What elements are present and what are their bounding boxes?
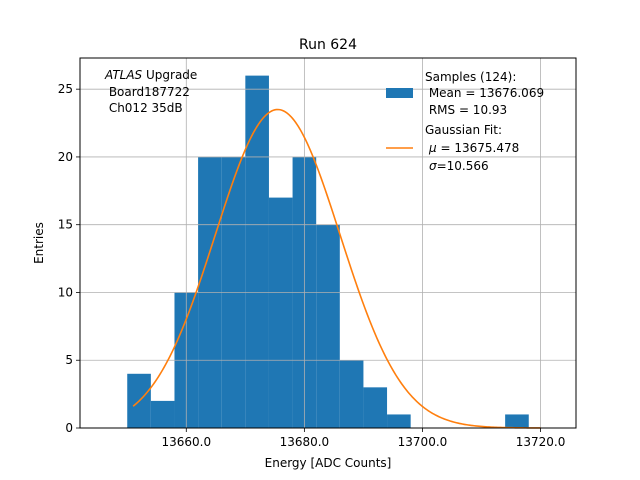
x-axis-label: Energy [ADC Counts] <box>265 456 392 470</box>
annotation-channel: Ch012 35dB <box>105 101 183 115</box>
legend-sigma-value: =10.566 <box>437 159 489 173</box>
legend-fit-title: Gaussian Fit: <box>425 123 502 137</box>
annotation-line-1: ATLAS Upgrade <box>104 68 197 82</box>
y-axis-ticks: 0 5 10 15 20 25 <box>58 82 80 435</box>
histogram-bar <box>316 224 340 428</box>
gaussian-fit-curve <box>132 108 541 429</box>
chart-title: Run 624 <box>299 37 357 53</box>
legend-sigma-symbol: σ <box>429 159 437 173</box>
histogram-bar <box>505 414 529 428</box>
y-axis-label: Entries <box>32 222 46 264</box>
legend-fit-mu: μ = 13675.478 <box>428 141 519 155</box>
legend: Samples (124): Mean = 13676.069 RMS = 10… <box>386 70 544 173</box>
y-tick-label: 25 <box>58 82 73 96</box>
histogram-bar <box>339 360 364 428</box>
histogram-bar <box>268 197 293 428</box>
atlas-annotation: ATLAS Upgrade Board187722 Ch012 35dB <box>104 68 197 115</box>
annotation-board: Board187722 <box>105 85 190 99</box>
y-tick-label: 20 <box>58 150 73 164</box>
legend-fit-sigma: σ=10.566 <box>429 159 489 173</box>
axes-frame <box>79 57 577 429</box>
legend-histogram-swatch <box>386 88 413 98</box>
legend-samples-title: Samples (124): <box>425 70 516 84</box>
histogram-bar <box>245 75 269 428</box>
y-tick-label: 5 <box>65 353 73 367</box>
y-tick-label: 0 <box>65 421 73 435</box>
annotation-atlas: ATLAS <box>104 68 143 82</box>
legend-samples-rms: RMS = 10.93 <box>425 103 507 117</box>
x-tick-label: 13720.0 <box>516 435 566 449</box>
x-axis-ticks: 13660.0 13680.0 13700.0 13720.0 <box>161 428 565 449</box>
legend-samples-mean: Mean = 13676.069 <box>425 86 544 100</box>
histogram-bar <box>363 387 388 428</box>
legend-mu-symbol: μ <box>428 141 437 155</box>
x-tick-label: 13700.0 <box>398 435 448 449</box>
y-tick-label: 10 <box>58 285 73 299</box>
y-tick-label: 15 <box>58 218 73 232</box>
histogram-bar <box>150 400 175 428</box>
x-tick-label: 13680.0 <box>280 435 330 449</box>
legend-mu-value: = 13675.478 <box>437 141 520 155</box>
annotation-upgrade: Upgrade <box>142 68 197 82</box>
histogram-bar <box>387 414 411 428</box>
x-tick-label: 13660.0 <box>161 435 211 449</box>
